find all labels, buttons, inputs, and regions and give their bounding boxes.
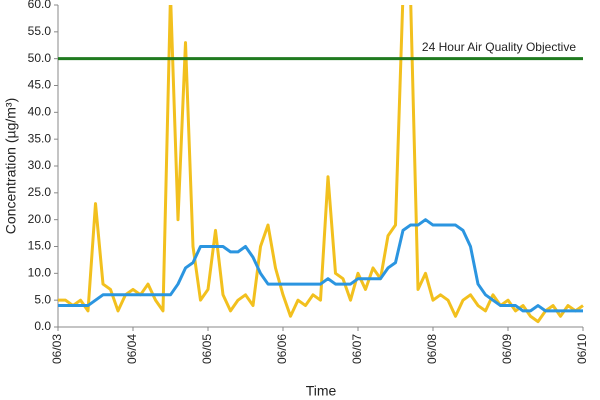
y-tick-label: 45.0 [28, 78, 52, 92]
x-tick-label: 06/07 [350, 334, 364, 364]
y-tick-label: 40.0 [28, 105, 52, 119]
x-tick-label: 06/06 [275, 334, 289, 364]
y-axis-label: Concentration (µg/m³) [3, 98, 19, 234]
y-tick-label: 60.0 [28, 0, 52, 11]
x-tick-label: 06/08 [425, 334, 439, 364]
data-line [58, 5, 584, 324]
y-tick-label: 10.0 [28, 266, 52, 280]
y-tick-label: 35.0 [28, 131, 52, 145]
y-tick-label: 5.0 [34, 292, 51, 306]
y-tick-label: 30.0 [28, 158, 52, 172]
x-tick-label: 06/05 [200, 334, 214, 364]
x-tick-label: 06/03 [50, 334, 64, 364]
y-tick-label: 55.0 [28, 24, 52, 38]
plot-area [58, 5, 584, 324]
x-tick-label: 06/04 [125, 334, 139, 364]
data-line [58, 218, 583, 313]
y-tick-label: 25.0 [28, 185, 52, 199]
y-tick-label: 20.0 [28, 212, 52, 226]
reference-label: 24 Hour Air Quality Objective [422, 40, 576, 54]
y-tick-label: 50.0 [28, 51, 52, 65]
y-tick-label: 15.0 [28, 239, 52, 253]
x-axis-label: Time [306, 383, 337, 399]
y-tick-label: 0.0 [34, 319, 51, 333]
x-tick-label: 06/10 [575, 334, 589, 364]
x-tick-label: 06/09 [500, 334, 514, 364]
